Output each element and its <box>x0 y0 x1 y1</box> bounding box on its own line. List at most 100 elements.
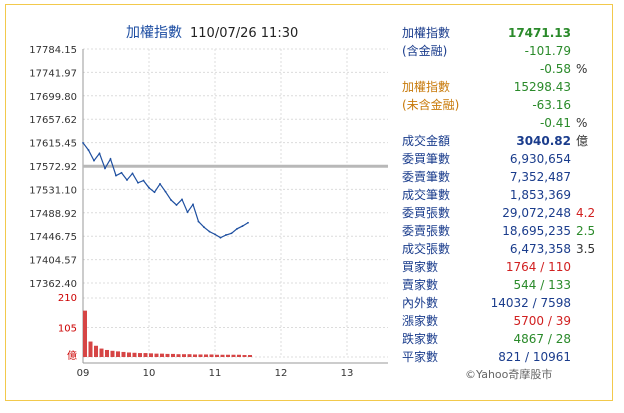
volume-tick-label: 105 <box>58 324 77 335</box>
stat-value: 544 / 133 <box>513 278 571 292</box>
price-point <box>98 152 101 155</box>
stat-value: 15298.43 <box>513 80 571 94</box>
price-point <box>109 158 112 160</box>
stat-label: 加權指數 <box>402 26 451 40</box>
volume-bar <box>231 354 236 357</box>
quote-datetime: 110/07/26 11:30 <box>190 26 299 41</box>
quote-panel <box>5 4 613 401</box>
stat-row: -0.41% <box>402 114 607 132</box>
price-tick-label: 17699.80 <box>29 92 77 103</box>
stat-row: -0.58% <box>402 60 607 78</box>
stat-label: 委賣筆數 <box>402 170 451 184</box>
price-point <box>230 232 233 235</box>
price-point <box>104 167 106 170</box>
price-point <box>219 236 222 239</box>
volume-bar <box>187 354 192 357</box>
stat-extra: 億 <box>576 134 589 148</box>
stat-label: 平家數 <box>402 350 439 364</box>
stats-panel: 加權指數 17471.13 (含金融) -101.79 -0.58% 加權指數 15298.… <box>402 24 607 366</box>
stat-row: 成交金額 3040.82 億 <box>402 132 607 150</box>
stat-row: 加權指數 17471.13 <box>402 24 607 42</box>
time-tick-label: 11 <box>209 368 222 379</box>
volume-bar <box>132 352 137 357</box>
stat-label: (未含金融) <box>402 98 460 112</box>
stat-label: 加權指數 <box>402 80 451 94</box>
price-point <box>181 198 183 201</box>
volume-bar <box>171 353 175 357</box>
price-point <box>197 220 200 223</box>
time-axis: 09 10 11 12 13 <box>77 368 354 379</box>
stat-extra: % <box>576 62 588 76</box>
stat-label: 成交張數 <box>402 242 451 256</box>
volume-bar <box>176 354 181 357</box>
price-point <box>225 234 227 236</box>
volume-bar <box>154 353 159 357</box>
price-point <box>87 149 90 151</box>
price-tick-label: 17784.15 <box>29 45 77 56</box>
volume-tick-label: 210 <box>58 293 77 304</box>
stat-row: 買家數 1764 / 110 <box>402 258 607 276</box>
price-point <box>203 226 205 229</box>
stat-value: 3040.82 <box>516 134 571 148</box>
copyright-text: ©Yahoo奇摩股市 <box>465 368 553 381</box>
stat-extra: % <box>576 116 588 130</box>
volume-bars <box>83 310 252 357</box>
stat-row: 成交筆數 1,853,369 <box>402 186 607 204</box>
time-tick-label: 09 <box>77 368 90 379</box>
stat-extra: 2.5 <box>576 224 596 238</box>
stat-value: 821 / 10961 <box>498 350 571 364</box>
volume-bar <box>160 353 164 357</box>
volume-bar <box>209 354 214 357</box>
stat-value: 4867 / 28 <box>513 332 571 346</box>
stat-label: 成交金額 <box>402 134 451 148</box>
volume-bar <box>94 345 98 357</box>
stat-row: 平家數 821 / 10961 <box>402 348 607 366</box>
volume-bar <box>88 341 93 357</box>
price-tick-label: 17657.62 <box>29 115 77 126</box>
price-axis: 17784.15 17741.97 17699.80 17657.62 17615.45… <box>29 45 77 290</box>
volume-bar <box>220 354 225 357</box>
price-point <box>93 159 95 162</box>
price-point <box>82 141 84 144</box>
price-point <box>170 199 172 201</box>
stat-row: 委賣筆數 7,352,487 <box>402 168 607 186</box>
price-point <box>175 204 178 206</box>
price-point <box>192 203 194 206</box>
price-point <box>153 191 156 194</box>
volume-bar <box>116 351 120 357</box>
volume-bar <box>215 354 219 357</box>
price-point <box>214 233 216 236</box>
volume-bar <box>143 353 148 357</box>
price-point <box>247 221 249 224</box>
stat-label: 漲家數 <box>402 314 439 328</box>
stat-extra: 4.2 <box>576 206 596 220</box>
stat-label: 內外數 <box>402 296 439 310</box>
time-tick-label: 13 <box>341 368 354 379</box>
price-point <box>126 179 128 181</box>
volume-bar <box>83 310 87 357</box>
price-point <box>236 227 238 230</box>
stat-row: 委賣張數 18,695,235 2.5 <box>402 222 607 240</box>
price-tick-label: 17572.92 <box>29 162 77 173</box>
price-tick-label: 17531.10 <box>29 185 77 196</box>
stat-row: 漲家數 5700 / 39 <box>402 312 607 330</box>
volume-bar <box>226 354 230 357</box>
volume-bar <box>121 351 126 357</box>
chart-grid <box>82 48 388 364</box>
price-tick-label: 17615.45 <box>29 139 77 150</box>
price-point <box>142 179 145 182</box>
stat-value: 7,352,487 <box>509 170 571 184</box>
chart-title: 加權指數 110/07/26 11:30 <box>126 22 298 42</box>
stat-row: (未含金融) -63.16 <box>402 96 607 114</box>
volume-bar <box>237 354 241 357</box>
stat-row: 成交張數 6,473,358 3.5 <box>402 240 607 258</box>
price-tick-label: 17362.40 <box>29 279 77 290</box>
price-point <box>120 171 123 174</box>
stat-row: 加權指數 15298.43 <box>402 78 607 96</box>
stat-value: 17471.13 <box>507 26 571 40</box>
stat-extra: 3.5 <box>576 242 596 256</box>
price-line <box>82 142 249 239</box>
stat-value: -101.79 <box>524 44 571 58</box>
stat-row: 委買筆數 6,930,654 <box>402 150 607 168</box>
index-name: 加權指數 <box>126 25 182 41</box>
